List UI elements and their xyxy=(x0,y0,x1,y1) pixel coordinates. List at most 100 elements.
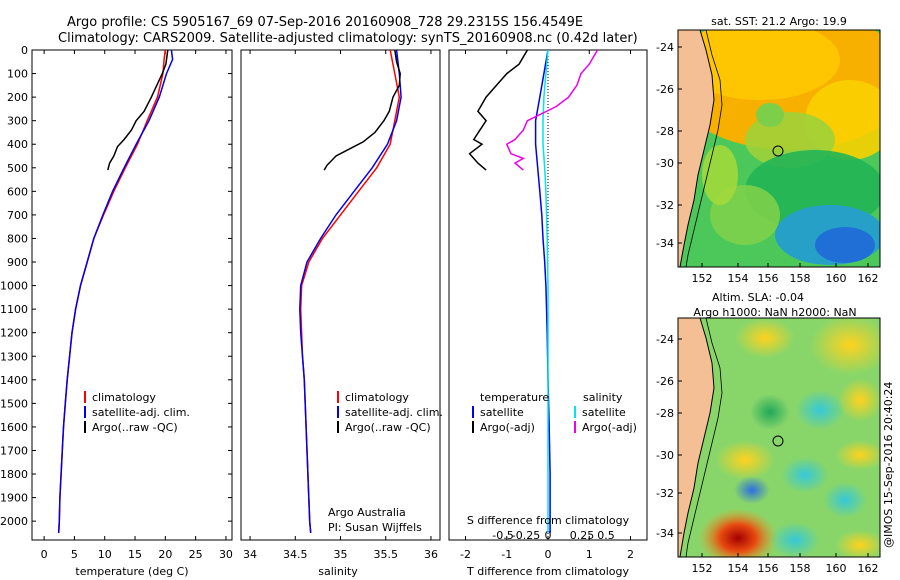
salinity-legend: climatology satellite-adj. clim. Argo(..… xyxy=(337,391,443,434)
t-difference-xlabel: T difference from climatology xyxy=(466,565,629,578)
x-tick-label: 0 xyxy=(41,548,48,561)
x-tick-label: 34 xyxy=(243,548,257,561)
sla-map: Altim. SLA: -0.04 Argo h1000: NaN h2000:… xyxy=(656,291,881,575)
depth-tick-label: 2000 xyxy=(0,515,28,528)
depth-tick-label: 0 xyxy=(21,44,28,57)
sla-map-ticks: -24 -26 -28 -30 -32 -34 152 154 156 158 160 162 xyxy=(656,333,878,575)
depth-tick-label: 1000 xyxy=(0,280,28,293)
header-line1: Argo profile: CS 5905167_69 07-Sep-2016 … xyxy=(67,15,583,30)
imos-timestamp: @IMOS 15-Sep-2016 20:40:24 xyxy=(882,382,895,548)
temperature-legend: climatology satellite-adj. clim. Argo(..… xyxy=(84,391,190,434)
x-tick-label: 1 xyxy=(586,548,593,561)
series-temperature-satellite xyxy=(534,50,551,533)
depth-tick-label: 200 xyxy=(7,91,28,104)
lon-tick-label: 160 xyxy=(826,562,847,575)
x-tick-label: 30 xyxy=(219,548,233,561)
depth-tick-label: 1700 xyxy=(0,444,28,457)
header-line2: Climatology: CARS2009. Satellite-adjuste… xyxy=(58,31,638,46)
x-tick-label: -2 xyxy=(460,548,471,561)
depth-tick-label: 500 xyxy=(7,162,28,175)
legend-s-argo-label: Argo(-adj) xyxy=(582,421,637,434)
sst-land xyxy=(678,30,714,267)
temperature-panel: 0100200300400500600700800900100011001200… xyxy=(0,44,647,578)
depth-tick-label: 1500 xyxy=(0,397,28,410)
lat-tick-label: -26 xyxy=(656,375,674,388)
depth-tick-label: 600 xyxy=(7,185,28,198)
x-tick-label: 35.5 xyxy=(373,548,398,561)
legend-satellite-label: satellite-adj. clim. xyxy=(345,406,443,419)
sla-map-title2: Argo h1000: NaN h2000: NaN xyxy=(693,306,856,319)
lon-tick-label: 154 xyxy=(728,562,749,575)
s-diff-tick-label: 0 xyxy=(545,529,552,542)
lat-tick-label: -30 xyxy=(656,157,674,170)
lon-tick-label: 156 xyxy=(758,272,779,285)
temperature-lines xyxy=(57,50,174,533)
difference-legend: temperature salinity satellite Argo(-adj… xyxy=(472,391,637,434)
lon-tick-label: 158 xyxy=(790,562,811,575)
sst-float-marker xyxy=(772,145,784,157)
lon-tick-label: 152 xyxy=(692,272,713,285)
x-tick-label: -1 xyxy=(501,548,512,561)
sst-map: sat. SST: 21.2 Argo: 19.9 -24 -26 -28 -30 -3… xyxy=(656,15,881,285)
lon-tick-label: 154 xyxy=(728,272,749,285)
temperature-axes-box xyxy=(31,49,233,541)
legend-climatology-label: climatology xyxy=(92,391,156,404)
salinity-x-ticks: 34 34.5 35 35.5 36 xyxy=(243,50,438,561)
depth-tick-label: 300 xyxy=(7,115,28,128)
depth-tick-label: 800 xyxy=(7,232,28,245)
salinity-panel: 34 34.5 35 35.5 36 climatology satellite-adj… xyxy=(240,49,443,578)
lon-tick-label: 152 xyxy=(692,562,713,575)
legend-temperature-header: temperature xyxy=(480,391,549,404)
depth-tick-label: 1300 xyxy=(0,350,28,363)
legend-salinity-header: salinity xyxy=(583,391,623,404)
x-tick-label: 35 xyxy=(334,548,348,561)
lon-tick-label: 156 xyxy=(758,562,779,575)
depth-tick-label: 1200 xyxy=(0,327,28,340)
x-tick-label: 2 xyxy=(627,548,634,561)
x-tick-label: 25 xyxy=(189,548,203,561)
s-difference-title: S difference from climatology xyxy=(467,514,630,527)
legend-satellite-label: satellite-adj. clim. xyxy=(92,406,190,419)
depth-tick-label: 1900 xyxy=(0,492,28,505)
lat-tick-label: -24 xyxy=(656,41,674,54)
salinity-lines xyxy=(299,50,402,533)
legend-t-satellite-label: satellite xyxy=(480,406,524,419)
x-tick-label: 20 xyxy=(158,548,172,561)
sst-map-title: sat. SST: 21.2 Argo: 19.9 xyxy=(711,15,847,28)
salinity-diff-ticks: -0.5-0.25 0 0.25 0.5 xyxy=(492,529,614,542)
lat-tick-label: -26 xyxy=(656,83,674,96)
pi-label: PI: Susan Wijffels xyxy=(328,521,422,534)
depth-tick-label: 700 xyxy=(7,209,28,222)
lat-tick-label: -32 xyxy=(656,199,674,212)
s-diff-tick-label: -0.5 xyxy=(492,529,513,542)
sst-map-frame xyxy=(677,29,881,268)
sla-map-title1: Altim. SLA: -0.04 xyxy=(712,291,804,304)
depth-tick-label: 1600 xyxy=(0,421,28,434)
x-tick-label: 36 xyxy=(424,548,438,561)
x-tick-label: 5 xyxy=(71,548,78,561)
lat-tick-label: -34 xyxy=(656,237,674,250)
s-diff-tick-label: 0.25 xyxy=(570,529,595,542)
lon-tick-label: 162 xyxy=(858,562,879,575)
salinity-axes-box xyxy=(240,49,441,541)
series-salinity-satellite xyxy=(542,50,549,533)
lon-tick-label: 162 xyxy=(858,272,879,285)
lat-tick-label: -24 xyxy=(656,333,674,346)
depth-tick-label: 1100 xyxy=(0,303,28,316)
x-tick-label: 0 xyxy=(545,548,552,561)
lon-tick-label: 160 xyxy=(826,272,847,285)
temperature-xlabel: temperature (deg C) xyxy=(75,565,188,578)
x-tick-label: 10 xyxy=(98,548,112,561)
series-argo-raw-qc- xyxy=(323,50,401,171)
x-tick-label: 15 xyxy=(128,548,142,561)
series-salinity-argo-adj- xyxy=(505,50,599,171)
sst-map-ticks: -24 -26 -28 -30 -32 -34 152 154 156 158 160 162 xyxy=(656,41,878,285)
series-argo-raw-qc- xyxy=(107,50,169,171)
difference-panel: -2 -1 0 1 2 -0.5-0.25 0 0.25 0.5 temperature sa… xyxy=(448,49,648,578)
x-tick-label: 34.5 xyxy=(283,548,308,561)
lat-tick-label: -28 xyxy=(656,125,674,138)
lat-tick-label: -30 xyxy=(656,449,674,462)
depth-tick-label: 1800 xyxy=(0,468,28,481)
series-temperature-argo-adj- xyxy=(468,50,529,171)
